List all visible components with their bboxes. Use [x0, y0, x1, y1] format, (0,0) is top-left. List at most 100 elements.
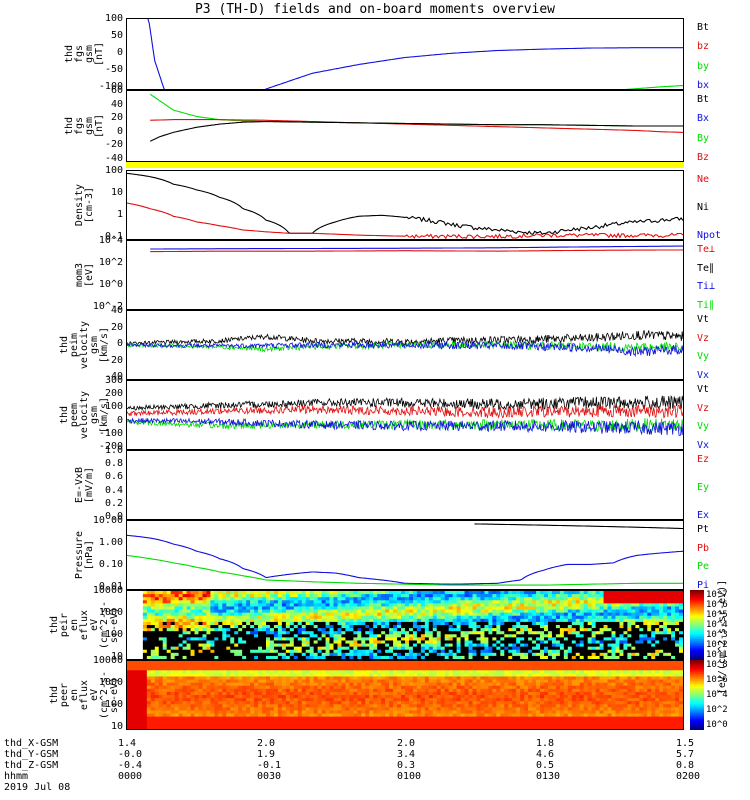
- heatmap-cell: [273, 649, 279, 654]
- heatmap-cell: [353, 664, 358, 668]
- heatmap-cell: [365, 722, 370, 727]
- heatmap-cell: [277, 685, 283, 690]
- heatmap-cell: [262, 637, 267, 642]
- heatmap-cell: [393, 673, 398, 678]
- heatmap-cell: [305, 685, 311, 690]
- heatmap-cell: [309, 597, 315, 601]
- heatmap-cell: [309, 606, 315, 611]
- heatmap-cell: [397, 612, 402, 617]
- heatmap-cell: [659, 606, 664, 611]
- heatmap-cell: [289, 640, 295, 645]
- heatmap-cell: [285, 655, 291, 659]
- heatmap-cell: [238, 722, 243, 727]
- heatmap-cell: [170, 637, 176, 642]
- heatmap-cell: [166, 695, 172, 699]
- heatmap-cell: [615, 646, 621, 651]
- colorbar-segment: [690, 647, 704, 651]
- heatmap-cell: [615, 621, 621, 626]
- heatmap-cell: [575, 628, 581, 632]
- heatmap-cell: [353, 679, 358, 684]
- heatmap-cell: [158, 688, 164, 693]
- heatmap-cell: [460, 646, 466, 651]
- colorbar-segment: [690, 658, 704, 660]
- heatmap-cell: [134, 591, 140, 595]
- heatmap-cell: [309, 688, 315, 693]
- heatmap-cell: [162, 603, 168, 608]
- heatmap-cell: [277, 594, 283, 598]
- heatmap-cell: [146, 682, 152, 687]
- heatmap-cell: [619, 615, 625, 620]
- heatmap-cell: [555, 625, 561, 629]
- heatmap-cell: [508, 600, 513, 604]
- heatmap-cell: [154, 600, 160, 604]
- heatmap-cell: [381, 716, 386, 721]
- heatmap-cell: [162, 713, 168, 718]
- heatmap-cell: [679, 652, 683, 657]
- heatmap-cell: [385, 591, 390, 595]
- heatmap-cell: [277, 603, 283, 608]
- heatmap-cell: [412, 606, 418, 611]
- heatmap-cell: [154, 695, 160, 699]
- heatmap-cell: [146, 634, 152, 638]
- heatmap-cell: [603, 615, 609, 620]
- heatmap-cell: [226, 713, 231, 718]
- heatmap-cell: [607, 646, 613, 651]
- heatmap-cell: [349, 710, 354, 715]
- heatmap-cell: [150, 618, 156, 623]
- heatmap-cell: [647, 649, 652, 654]
- heatmap-cell: [174, 701, 180, 705]
- heatmap-cell: [230, 704, 235, 708]
- heatmap-cell: [194, 676, 200, 681]
- heatmap-cell: [293, 628, 299, 632]
- heatmap-cell: [397, 600, 402, 604]
- heatmap-cell: [138, 612, 144, 617]
- heatmap-cell: [214, 695, 219, 699]
- heatmap-cell: [623, 609, 628, 614]
- heatmap-cell: [333, 609, 339, 614]
- heatmap-cell: [313, 722, 319, 727]
- heatmap-cell: [214, 676, 219, 681]
- heatmap-cell: [389, 609, 394, 614]
- heatmap-cell: [476, 606, 482, 611]
- heatmap-cell: [667, 625, 672, 629]
- heatmap-cell: [472, 606, 478, 611]
- heatmap-cell: [154, 649, 160, 654]
- heatmap-cell: [385, 631, 390, 635]
- heatmap-cell: [353, 612, 358, 617]
- heatmap-cell: [226, 628, 231, 632]
- heatmap-cell: [317, 688, 323, 693]
- heatmap-cell: [293, 698, 299, 702]
- heatmap-cell: [166, 707, 172, 712]
- heatmap-cell: [210, 670, 215, 674]
- heatmap-cell: [289, 682, 295, 687]
- heatmap-cell: [297, 716, 303, 721]
- heatmap-cell: [389, 698, 394, 702]
- heatmap-cell: [500, 591, 505, 595]
- heatmap-cell: [512, 609, 517, 614]
- heatmap-cell: [242, 725, 247, 729]
- heatmap-cell: [428, 704, 434, 708]
- heatmap-cell: [254, 609, 259, 614]
- heatmap-cell: [611, 591, 617, 595]
- heatmap-cell: [269, 719, 275, 724]
- heatmap-cell: [405, 603, 410, 608]
- heatmap-cell: [142, 640, 148, 645]
- heatmap-cell: [250, 655, 255, 659]
- heatmap-cell: [341, 707, 347, 712]
- heatmap-cell: [623, 631, 628, 635]
- heatmap-cell: [206, 612, 211, 617]
- heatmap-cell: [250, 676, 255, 681]
- heatmap-cell: [544, 591, 549, 595]
- heatmap-cell: [675, 609, 680, 614]
- heatmap-cell: [250, 707, 255, 712]
- heatmap-cell: [321, 640, 327, 645]
- heatmap-cell: [341, 606, 347, 611]
- y-axis-label: thd peir en eflux eV (cm^2-s- sr-eV): [49, 600, 120, 650]
- heatmap-cell: [623, 600, 628, 604]
- heatmap-cell: [591, 628, 597, 632]
- heatmap-cell: [365, 725, 370, 729]
- heatmap-cell: [651, 606, 656, 611]
- heatmap-cell: [373, 679, 378, 684]
- heatmap-cell: [238, 682, 243, 687]
- heatmap-cell: [460, 640, 466, 645]
